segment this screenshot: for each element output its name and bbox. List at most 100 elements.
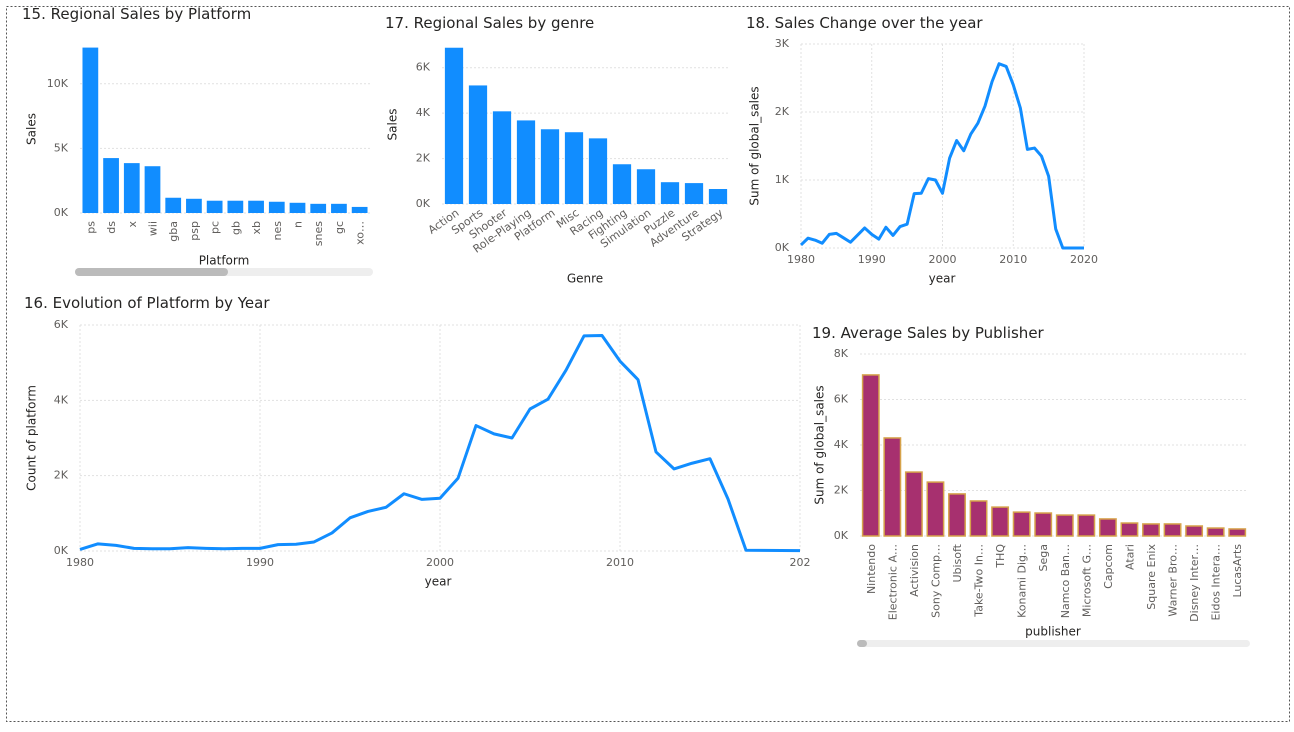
bar: [310, 203, 327, 213]
bar: [588, 138, 608, 204]
bar: [1206, 527, 1225, 537]
y-tick-label: 0K: [54, 544, 69, 557]
y-axis-label: Sales: [25, 113, 39, 145]
x-tick-label: Eidos Intera…: [1210, 544, 1223, 621]
x-tick-label: Take-Two In…: [973, 544, 986, 618]
x-tick-label: 1990: [858, 253, 886, 266]
x-tick-label: wii: [147, 221, 160, 236]
x-tick-label: xo…: [354, 221, 367, 245]
scroll-thumb[interactable]: [75, 268, 228, 276]
bar: [268, 201, 285, 213]
x-tick-label: gba: [167, 221, 180, 242]
bar: [540, 129, 560, 204]
x-tick-label: gc: [333, 221, 346, 234]
x-tick-label: 1980: [787, 253, 815, 266]
x-tick-label: Warner Bro…: [1167, 544, 1180, 617]
y-tick-label: 0K: [54, 206, 69, 219]
x-tick-label: ps: [84, 221, 97, 234]
x-axis-label: publisher: [1025, 625, 1081, 639]
y-tick-label: 2K: [416, 152, 431, 165]
bar: [444, 47, 464, 205]
canvas-border: [6, 6, 1290, 722]
bar: [1055, 514, 1074, 537]
bar: [564, 132, 584, 204]
bar: [144, 166, 161, 213]
bar: [1228, 528, 1247, 537]
bar: [991, 506, 1010, 537]
bar: [186, 198, 202, 213]
y-axis-label: Sales: [386, 109, 400, 141]
y-tick-label: 0K: [834, 529, 849, 542]
x-tick-label: THQ: [994, 544, 1007, 569]
y-tick-label: 4K: [54, 393, 69, 406]
x-tick-label: nes: [271, 221, 284, 241]
scroll-thumb[interactable]: [857, 640, 867, 647]
y-axis-label: Count of platform: [25, 385, 39, 491]
x-tick-label: Electronic A…: [886, 544, 899, 620]
scrollbar[interactable]: [857, 640, 1250, 647]
x-tick-label: 202: [790, 556, 811, 569]
chart-title: 15. Regional Sales by Platform: [22, 5, 251, 23]
chart-title: 19. Average Sales by Publisher: [812, 324, 1045, 342]
chart-title: 17. Regional Sales by genre: [385, 14, 594, 32]
y-tick-label: 2K: [834, 484, 849, 497]
bar: [684, 183, 704, 204]
bar: [165, 197, 182, 213]
bar: [1120, 522, 1139, 537]
x-axis-label: Genre: [567, 272, 603, 286]
bar: [861, 374, 880, 537]
bar: [883, 437, 902, 537]
x-axis-label: year: [929, 272, 956, 286]
y-tick-label: 3K: [775, 37, 790, 50]
x-tick-label: Disney Inter…: [1188, 544, 1201, 622]
x-tick-label: x: [126, 221, 139, 228]
y-tick-label: 4K: [834, 438, 849, 451]
bar: [1077, 514, 1096, 537]
x-tick-label: Sony Comp…: [929, 544, 942, 618]
x-tick-label: Namco Ban…: [1059, 544, 1072, 618]
bar: [123, 163, 140, 213]
y-tick-label: 2K: [54, 469, 69, 482]
x-tick-label: xb: [250, 221, 263, 235]
x-tick-label: Nintendo: [865, 544, 878, 594]
x-tick-label: Sega: [1037, 544, 1050, 571]
x-tick-label: ds: [105, 221, 118, 234]
y-tick-label: 10K: [47, 77, 69, 90]
y-tick-label: 6K: [834, 393, 849, 406]
y-tick-label: 0K: [775, 241, 790, 254]
bar: [351, 206, 368, 213]
y-tick-label: 6K: [54, 318, 69, 331]
x-tick-label: 2020: [1070, 253, 1098, 266]
y-axis-label: Sum of global_sales: [748, 86, 762, 205]
x-axis-label: Platform: [199, 254, 250, 268]
bar: [1185, 525, 1204, 537]
x-tick-label: psp: [188, 221, 201, 241]
bar: [904, 471, 923, 537]
x-tick-label: 2010: [606, 556, 634, 569]
bar: [660, 182, 680, 204]
x-axis-label: year: [425, 575, 452, 589]
x-tick-label: 2010: [999, 253, 1027, 266]
bar: [708, 189, 728, 204]
y-tick-label: 5K: [54, 141, 69, 154]
bar: [227, 200, 244, 213]
y-tick-label: 1K: [775, 173, 790, 186]
line-series: [79, 334, 801, 553]
x-tick-label: Atari: [1123, 544, 1136, 570]
bar: [468, 85, 488, 204]
x-tick-label: 1990: [246, 556, 274, 569]
x-tick-label: 2000: [426, 556, 454, 569]
bar: [289, 202, 306, 213]
line-series: [799, 62, 1084, 250]
bar: [1098, 518, 1117, 537]
y-tick-label: 6K: [416, 61, 431, 74]
bar: [1142, 523, 1160, 537]
x-tick-label: snes: [312, 221, 325, 246]
y-tick-label: 2K: [775, 105, 790, 118]
bar: [206, 200, 223, 213]
bar: [516, 120, 536, 204]
bar: [926, 481, 945, 537]
x-tick-label: Ubisoft: [951, 543, 964, 582]
x-tick-label: LucasArts: [1231, 544, 1244, 598]
